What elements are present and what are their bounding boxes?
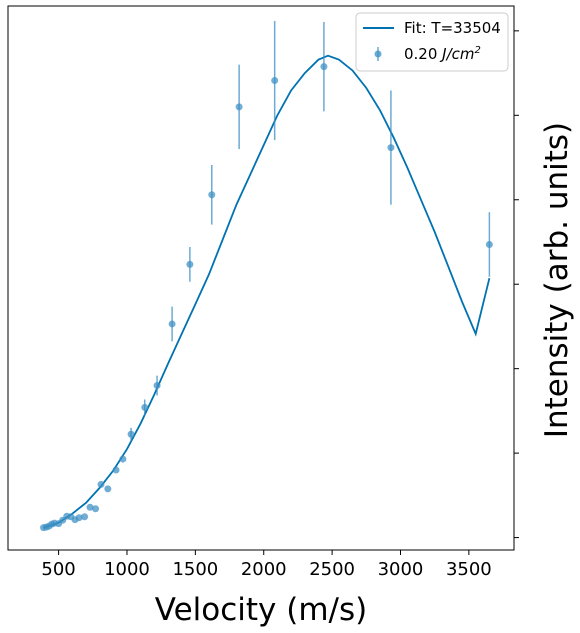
fit-curve-line — [43, 54, 491, 529]
fit-series — [43, 54, 491, 529]
data-point — [81, 513, 89, 521]
data-point — [235, 103, 243, 111]
legend-points-label-unit: J/cm — [439, 45, 474, 63]
x-tick-label: 2500 — [309, 559, 355, 580]
data-point — [387, 144, 395, 152]
legend: Fit: T=33504 0.20 J/cm2 — [355, 12, 509, 72]
data-point — [141, 403, 149, 411]
x-tick-label: 500 — [41, 559, 75, 580]
data-point — [127, 430, 135, 438]
x-tick-label: 1000 — [104, 559, 150, 580]
x-axis-ticks: 500 1000 1500 2000 2500 3000 3500 — [41, 550, 492, 580]
y-axis-title: Intensity (arb. units) — [539, 122, 575, 438]
data-point — [97, 480, 105, 488]
x-axis-title: Velocity (m/s) — [155, 592, 367, 628]
plot-frame — [7, 5, 515, 551]
legend-points-label-prefix: 0.20 — [404, 45, 442, 63]
data-point — [112, 466, 120, 474]
data-point — [153, 382, 161, 390]
y-axis-ticks — [514, 30, 519, 539]
data-point — [168, 320, 176, 328]
legend-points-label: 0.20 J/cm2 — [404, 45, 481, 63]
data-points-series — [40, 20, 493, 532]
x-tick-label: 3500 — [446, 559, 492, 580]
data-point — [92, 505, 100, 513]
x-tick-label: 2000 — [241, 559, 287, 580]
data-point — [186, 260, 194, 268]
data-point — [485, 240, 493, 248]
legend-fit-label: Fit: T=33504 — [404, 19, 501, 37]
data-point — [119, 455, 127, 463]
data-point — [271, 77, 279, 85]
legend-points-label-exponent: 2 — [475, 45, 481, 56]
data-point — [104, 485, 112, 493]
x-tick-label: 1500 — [172, 559, 218, 580]
data-point — [75, 514, 83, 522]
data-point — [86, 503, 94, 511]
x-tick-label: 3000 — [378, 559, 424, 580]
data-point — [320, 63, 328, 71]
data-point — [208, 191, 216, 199]
legend-points-swatch-marker — [374, 50, 382, 58]
